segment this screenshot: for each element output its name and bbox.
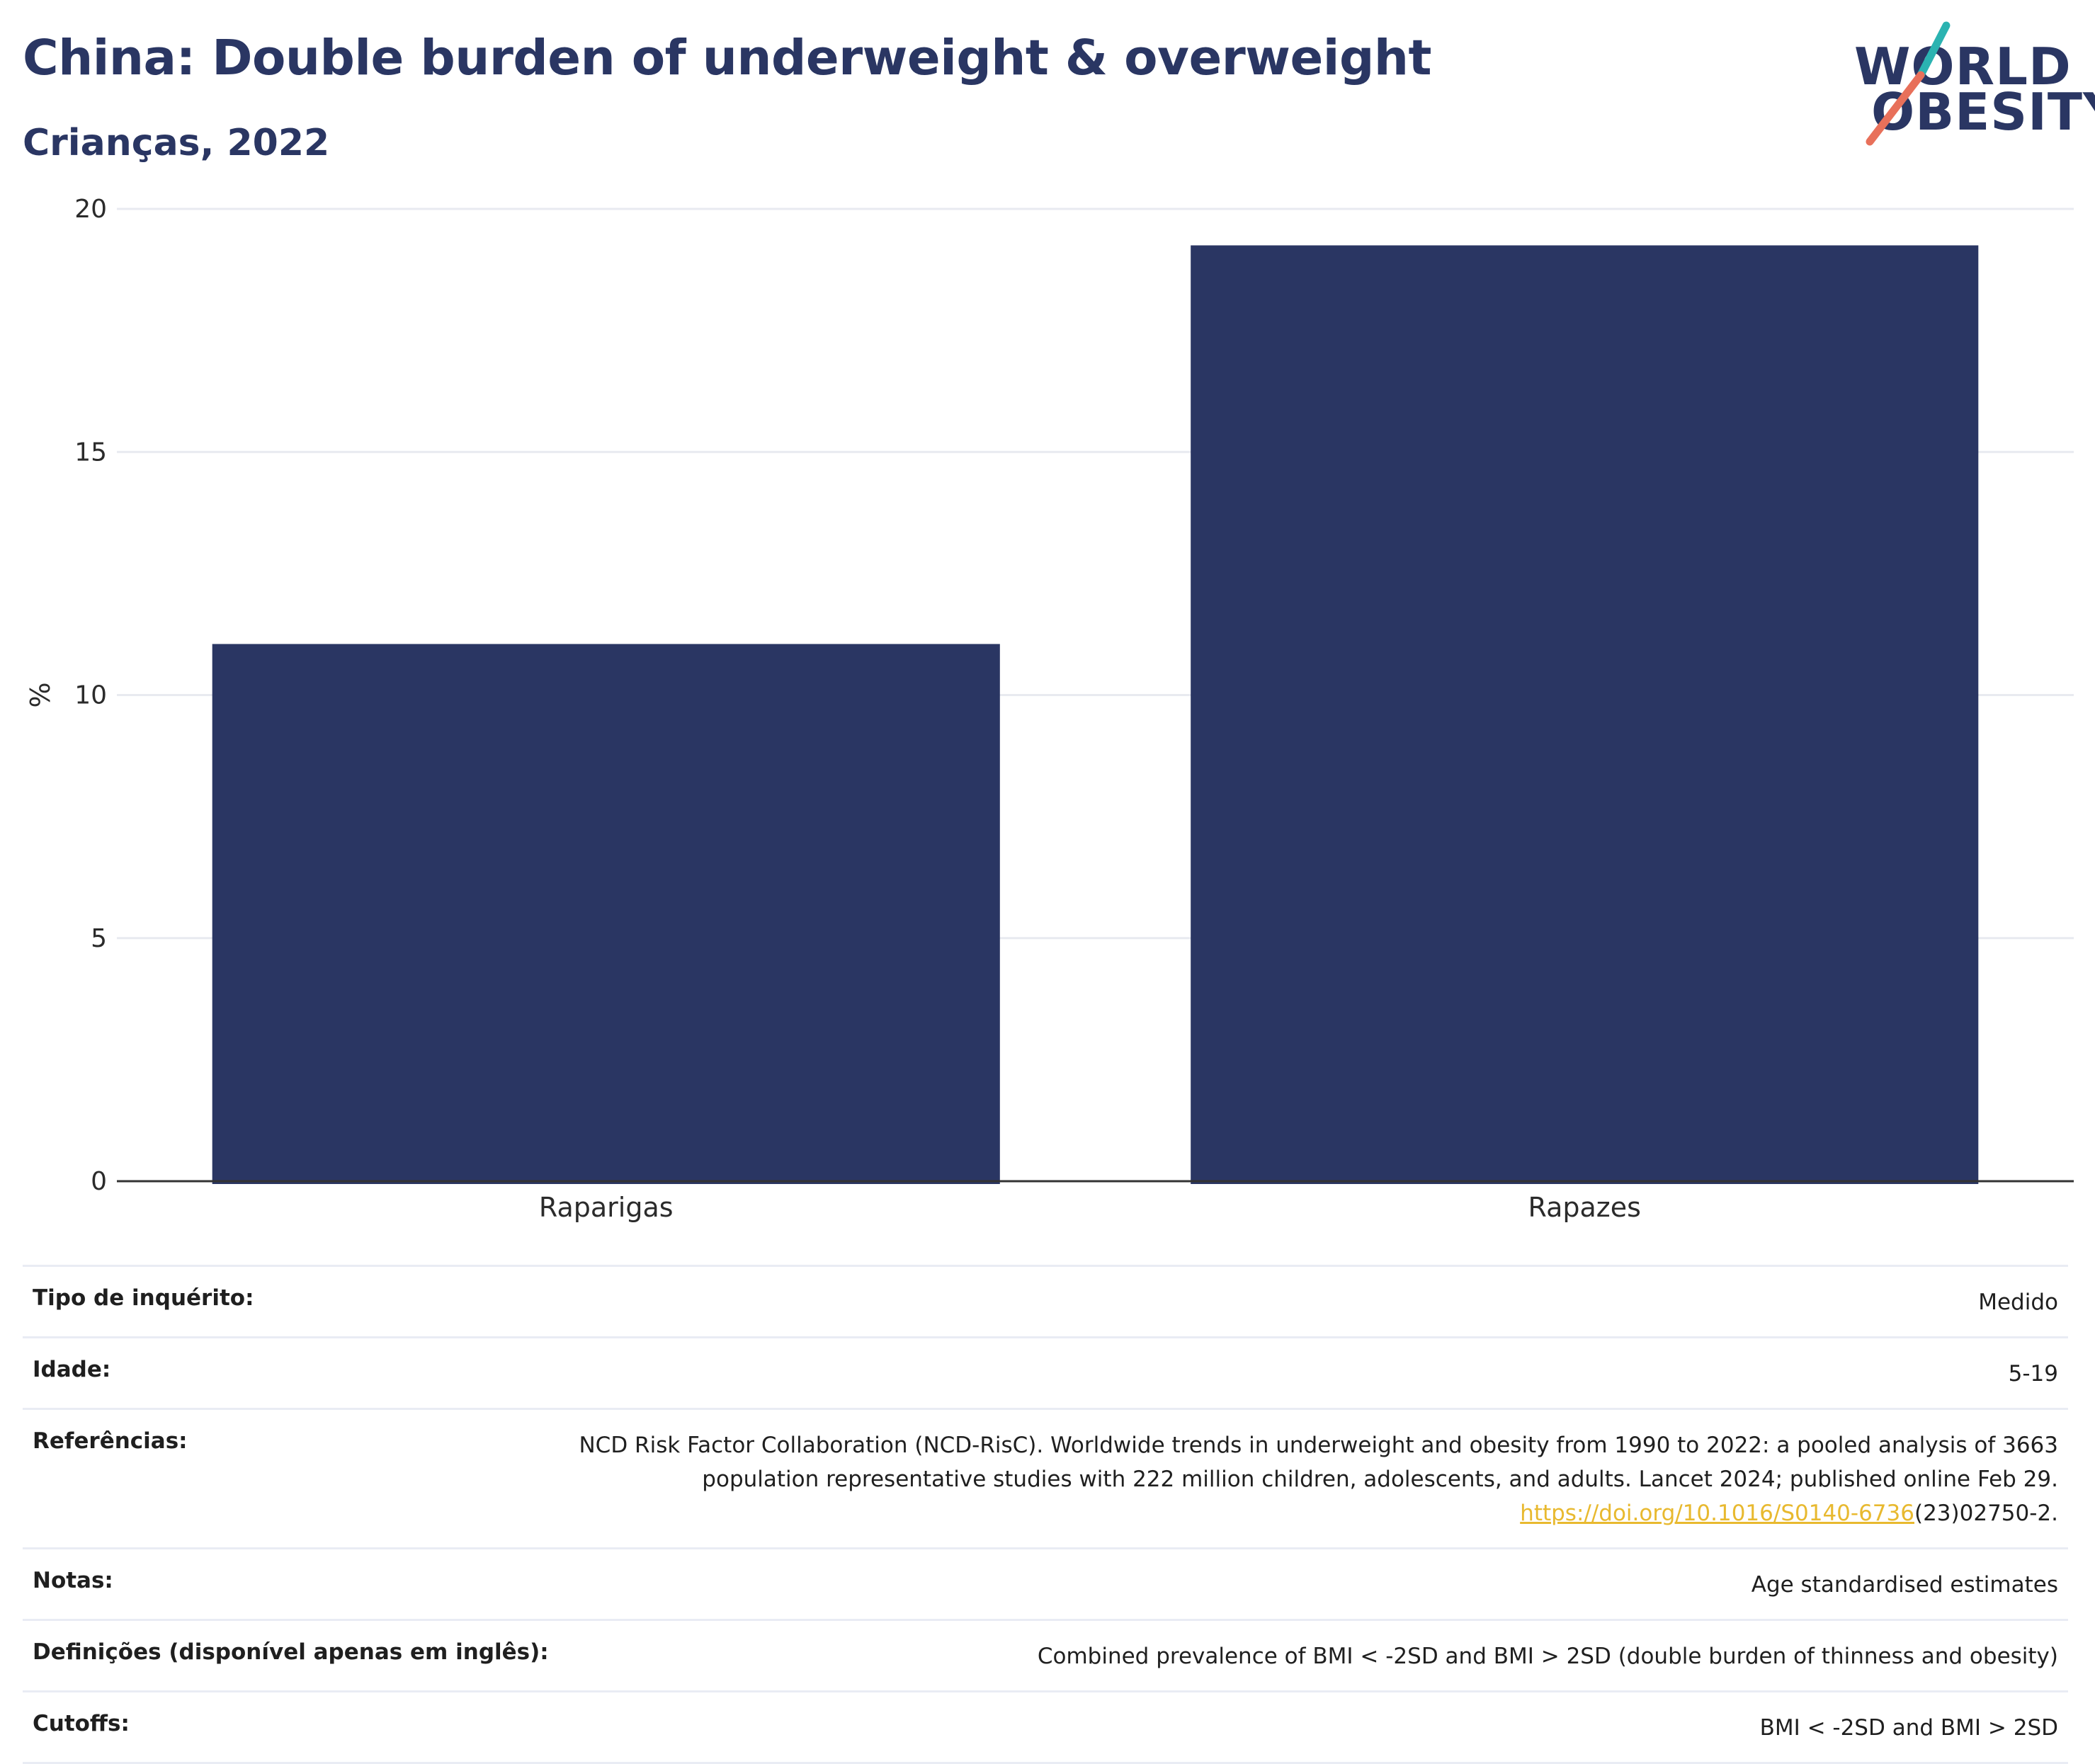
meta-value: 5-19	[2008, 1361, 2058, 1387]
doi-link-tail: (23)02750-2.	[1914, 1501, 2058, 1527]
meta-row-notes: Notas: Age standardised estimates	[23, 1547, 2068, 1619]
meta-value-references: NCD Risk Factor Collaboration (NCD-RisC)…	[543, 1428, 2058, 1530]
meta-label: Definições (disponível apenas em inglês)…	[33, 1639, 549, 1666]
meta-row-cutoffs: Cutoffs: BMI < -2SD and BMI > 2SD	[23, 1690, 2068, 1764]
logo-line-1: WORLD	[1854, 37, 2072, 96]
logo-slash-icon	[1866, 21, 1951, 146]
y-tick-label: 15	[74, 438, 107, 467]
meta-label: Notas:	[33, 1568, 113, 1594]
meta-label: Referências:	[33, 1428, 188, 1455]
y-tick-label: 0	[91, 1167, 107, 1196]
world-obesity-logo: WORLD OBESITY	[1841, 20, 2095, 154]
bar-rapazes	[1191, 245, 1979, 1184]
meta-value: BMI < -2SD and BMI > 2SD	[1759, 1715, 2058, 1741]
x-tick-label: Rapazes	[1528, 1192, 1641, 1223]
meta-row-age: Idade: 5-19	[23, 1336, 2068, 1408]
meta-row-references: Referências: NCD Risk Factor Collaborati…	[23, 1408, 2068, 1547]
metadata-table: Tipo de inquérito: Medido Idade: 5-19 Re…	[23, 1265, 2068, 1764]
meta-value: Age standardised estimates	[1751, 1572, 2058, 1598]
y-tick-label: 10	[74, 681, 107, 710]
meta-row-definitions: Definições (disponível apenas em inglês)…	[23, 1619, 2068, 1690]
chart-title: China: Double burden of underweight & ov…	[23, 30, 1431, 86]
meta-label: Cutoffs:	[33, 1711, 130, 1737]
meta-row-survey-type: Tipo de inquérito: Medido	[23, 1265, 2068, 1336]
meta-label: Idade:	[33, 1357, 111, 1383]
y-axis-label: %	[25, 682, 56, 707]
meta-value: Medido	[1978, 1290, 2058, 1315]
meta-value: Combined prevalence of BMI < -2SD and BM…	[1037, 1644, 2058, 1670]
bar-raparigas	[212, 644, 1000, 1184]
chart-subtitle: Crianças, 2022	[23, 122, 330, 164]
meta-label: Tipo de inquérito:	[33, 1285, 254, 1311]
bar-chart: 0 5 10 15 20% Raparigas Rapazes	[25, 195, 2074, 1223]
y-tick-label: 5	[91, 924, 107, 953]
reference-text: NCD Risk Factor Collaboration (NCD-RisC)…	[579, 1433, 2058, 1493]
y-tick-label: 20	[74, 195, 107, 224]
doi-link[interactable]: https://doi.org/10.1016/S0140-6736	[1520, 1501, 1914, 1527]
x-tick-label: Raparigas	[539, 1192, 674, 1223]
